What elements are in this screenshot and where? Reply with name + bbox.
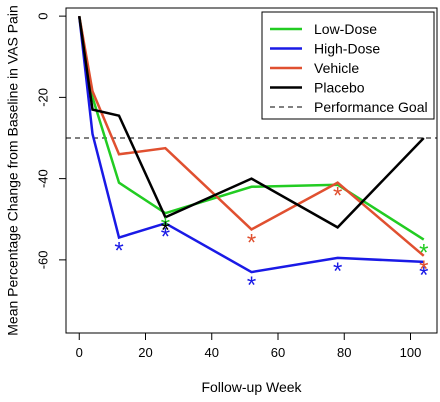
significance-asterisk-placebo: *	[161, 217, 170, 244]
legend-label-placebo: Placebo	[314, 80, 365, 96]
x-axis-ticks: 0 20 40 60 80 100	[76, 333, 422, 360]
significance-asterisk-vehicle: *	[247, 229, 256, 256]
significance-asterisk-low-dose: *	[161, 213, 170, 240]
significance-asterisk-high-dose: *	[161, 223, 170, 250]
legend: Low-Dose High-Dose Vehicle Placebo Performan…	[261, 11, 435, 120]
significance-asterisk-high-dose: *	[419, 262, 428, 289]
series-line-vehicle	[78, 15, 425, 257]
legend-label-vehicle: Vehicle	[314, 60, 359, 76]
significance-asterisk-low-dose: *	[419, 240, 428, 267]
x-tick-label: 40	[205, 345, 219, 360]
series-line-high-dose	[78, 15, 424, 274]
legend-label-high-dose: High-Dose	[314, 41, 380, 57]
legend-label-performance-goal: Performance Goal	[314, 99, 428, 115]
y-tick-label: -60	[35, 250, 50, 269]
significance-asterisk-high-dose: *	[247, 272, 256, 299]
y-axis-title: Mean Percentage Change from Baseline in …	[5, 5, 21, 336]
x-axis-title: Follow-up Week	[201, 379, 302, 395]
significance-asterisk-high-dose: *	[333, 258, 342, 285]
x-tick-label: 60	[271, 345, 285, 360]
x-tick-label: 80	[337, 345, 351, 360]
legend-label-low-dose: Low-Dose	[314, 21, 377, 37]
y-tick-label: -20	[35, 88, 50, 107]
significance-asterisk-high-dose: *	[114, 238, 123, 265]
plot-content: ****** *****	[66, 15, 437, 299]
y-axis-ticks: 0 -20 -40 -60	[35, 13, 66, 269]
series-line-low-dose	[78, 15, 425, 241]
series-line-placebo	[78, 15, 425, 229]
x-tick-label: 100	[400, 345, 422, 360]
y-tick-label: -40	[35, 169, 50, 188]
x-tick-label: 0	[76, 345, 83, 360]
significance-asterisk-vehicle: *	[333, 183, 342, 210]
significance-asterisk-vehicle: *	[419, 256, 428, 283]
plot-frame	[65, 7, 438, 334]
y-tick-label: 0	[35, 13, 50, 20]
x-tick-label: 20	[138, 345, 152, 360]
